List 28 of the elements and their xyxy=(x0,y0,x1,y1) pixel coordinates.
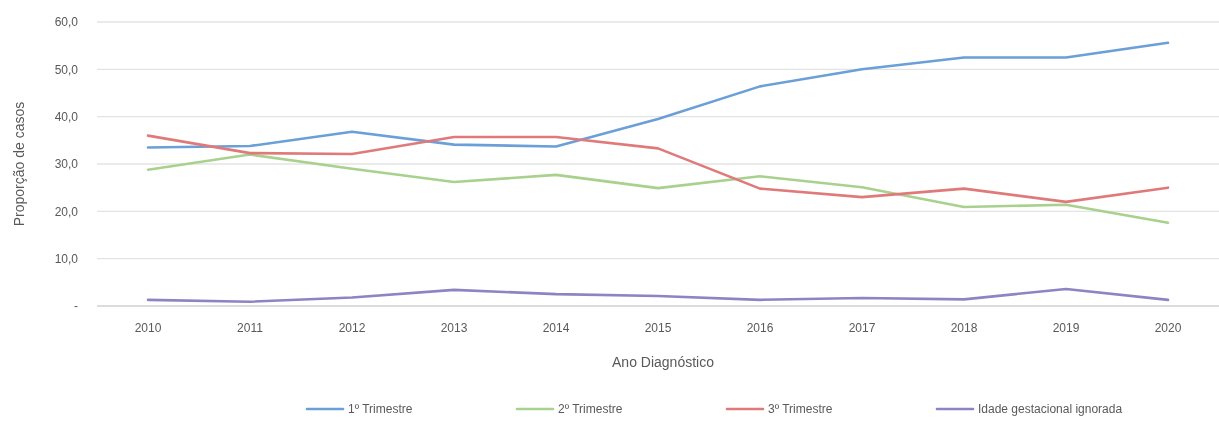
y-tick-label: 40,0 xyxy=(54,109,79,124)
legend-label: 3º Trimestre xyxy=(768,402,833,417)
x-tick-label: 2010 xyxy=(134,321,162,335)
y-tick-label: 60,0 xyxy=(54,15,79,30)
legend-label: 1º Trimestre xyxy=(348,402,413,417)
legend-label: 2º Trimestre xyxy=(558,402,623,417)
y-tick-label: 30,0 xyxy=(54,157,79,172)
x-tick-label: 2014 xyxy=(542,321,570,335)
line-series xyxy=(146,153,1170,224)
x-tick-label: 2019 xyxy=(1052,321,1080,335)
x-tick-label: 2015 xyxy=(644,321,672,335)
y-axis-title: Proporção de casos xyxy=(11,101,27,227)
line-series xyxy=(146,41,1170,149)
legend-label: Idade gestacional ignorada xyxy=(978,402,1123,417)
x-tick-label: 2016 xyxy=(746,321,774,335)
y-tick-label: 50,0 xyxy=(54,62,79,77)
y-tick-label: 20,0 xyxy=(54,204,79,219)
x-tick-label: 2017 xyxy=(848,321,876,335)
line-series xyxy=(146,134,1170,204)
y-tick-label: 10,0 xyxy=(54,251,79,266)
line-series xyxy=(146,287,1170,304)
x-tick-label: 2012 xyxy=(338,321,366,335)
y-tick-label: - xyxy=(74,299,78,314)
x-tick-label: 2013 xyxy=(440,321,468,335)
x-tick-label: 2011 xyxy=(237,321,264,335)
x-axis-title: Ano Diagnóstico xyxy=(612,354,715,370)
x-tick-label: 2018 xyxy=(950,321,978,335)
x-tick-label: 2020 xyxy=(1154,321,1182,335)
